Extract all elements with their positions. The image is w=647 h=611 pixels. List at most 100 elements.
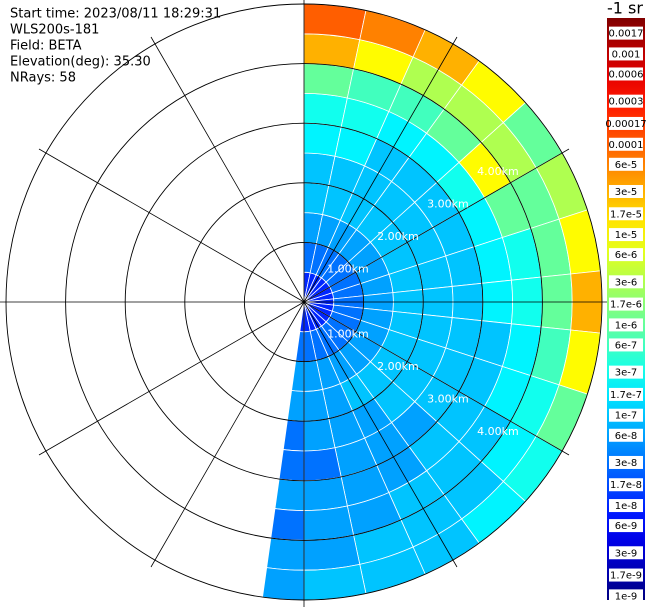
range-label: 3.00km bbox=[427, 392, 469, 405]
colorbar-label: 0.0003 bbox=[609, 97, 644, 108]
spoke bbox=[150, 301, 305, 568]
info-line: Field: BETA bbox=[10, 39, 82, 54]
colorbar-label: 1e-5 bbox=[615, 230, 638, 241]
colorbar-label: 3e-8 bbox=[615, 458, 638, 469]
colorbar-tick bbox=[609, 47, 643, 61]
colorbar-tick bbox=[609, 499, 643, 513]
range-ring bbox=[243, 241, 365, 363]
colorbar-tick bbox=[609, 184, 643, 198]
colorbar-label: 6e-8 bbox=[615, 431, 638, 442]
range-label: 1.00km bbox=[327, 263, 369, 276]
range-label: 1.00km bbox=[327, 327, 369, 340]
range-label: 3.00km bbox=[427, 198, 469, 211]
data-cell bbox=[303, 3, 367, 41]
data-cell bbox=[299, 301, 305, 333]
data-cell bbox=[303, 476, 348, 512]
data-cell bbox=[286, 390, 305, 422]
colorbar-tick bbox=[609, 94, 643, 108]
outer-ring bbox=[5, 3, 603, 601]
colorbar-tick bbox=[609, 455, 643, 469]
data-cell bbox=[303, 122, 342, 157]
data-cell bbox=[266, 537, 305, 571]
colorbar-tick bbox=[609, 228, 643, 242]
colorbar-label: 3e-6 bbox=[615, 277, 638, 288]
colorbar: -1 sr 0.0017 0.001 0.0006 0.0003 0.00017 0.000… bbox=[605, 0, 647, 603]
range-ring bbox=[184, 182, 424, 422]
colorbar-tick bbox=[609, 408, 643, 422]
data-cell bbox=[295, 331, 305, 363]
range-ring bbox=[65, 63, 543, 541]
colorbar-label: 1.7e-6 bbox=[610, 300, 642, 311]
colorbar-tick bbox=[609, 297, 643, 311]
colorbar-label: 1e-7 bbox=[615, 411, 638, 422]
colorbar-tick bbox=[609, 365, 643, 379]
spoke bbox=[38, 301, 305, 456]
colorbar-label: 1.7e-8 bbox=[610, 480, 642, 491]
colorbar-tick bbox=[609, 67, 643, 81]
colorbar-title: -1 sr bbox=[607, 0, 643, 18]
colorbar-label: 1.7e-5 bbox=[610, 209, 642, 220]
spoke bbox=[303, 301, 458, 568]
colorbar-tick bbox=[609, 318, 643, 332]
colorbar-label: 0.00017 bbox=[605, 119, 646, 130]
spoke bbox=[303, 301, 570, 456]
data-cell bbox=[303, 563, 367, 601]
colorbar-tick bbox=[609, 207, 643, 221]
range-ring bbox=[124, 122, 484, 482]
data-cell bbox=[262, 567, 305, 601]
colorbar-tick bbox=[609, 387, 643, 401]
colorbar-label: 1e-8 bbox=[615, 501, 638, 512]
range-labels: 1.00km 1.00km 2.00km 2.00km 3.00km 3.00km 4.00… bbox=[327, 165, 519, 438]
spoke bbox=[303, 148, 570, 303]
info-line: WLS200s-181 bbox=[10, 23, 99, 38]
colorbar-label: 6e-7 bbox=[615, 340, 638, 351]
colorbar-label: 6e-9 bbox=[615, 521, 638, 532]
colorbar-tick bbox=[609, 275, 643, 289]
colorbar-label: 6e-6 bbox=[615, 250, 638, 261]
colorbar-tick bbox=[609, 338, 643, 352]
colorbar-tick bbox=[609, 519, 643, 533]
info-line: Start time: 2023/08/11 18:29:31 bbox=[10, 7, 221, 22]
range-label: 2.00km bbox=[377, 230, 419, 243]
colorbar-tick bbox=[609, 137, 643, 151]
info-block: Start time: 2023/08/11 18:29:31WLS200s-1… bbox=[10, 7, 221, 86]
colorbar-label: 0.0006 bbox=[609, 69, 644, 80]
info-line: Elevation(deg): 35.30 bbox=[10, 55, 151, 70]
colorbar-tick bbox=[609, 478, 643, 492]
data-cell bbox=[282, 419, 305, 452]
data-cell bbox=[303, 92, 348, 128]
spoke bbox=[150, 36, 305, 303]
data-cell bbox=[278, 449, 305, 482]
range-label: 4.00km bbox=[477, 165, 519, 178]
range-label: 2.00km bbox=[377, 360, 419, 373]
range-label: 4.00km bbox=[477, 425, 519, 438]
colorbar-label: 1e-9 bbox=[615, 591, 638, 602]
data-cell bbox=[303, 447, 342, 482]
colorbar-label: 1.7e-9 bbox=[610, 571, 642, 582]
colorbar-label: 3e-7 bbox=[615, 368, 638, 379]
colorbar-tick bbox=[609, 26, 643, 40]
colorbar-tick bbox=[609, 248, 643, 262]
colorbar-label: 3e-5 bbox=[615, 187, 638, 198]
spoke bbox=[303, 36, 458, 303]
colorbar-label: 0.0017 bbox=[609, 29, 644, 40]
colorbar-label: 1e-6 bbox=[615, 320, 638, 331]
data-cell bbox=[303, 63, 355, 99]
colorbar-label: 3e-9 bbox=[615, 548, 638, 559]
colorbar-tick bbox=[609, 428, 643, 442]
info-line: NRays: 58 bbox=[10, 71, 76, 86]
data-cell bbox=[303, 505, 355, 541]
colorbar-label: 0.001 bbox=[612, 49, 641, 60]
colorbar-label: 6e-5 bbox=[615, 160, 638, 171]
spoke bbox=[38, 148, 305, 303]
colorbar-tick bbox=[609, 546, 643, 560]
colorbar-label: 0.0001 bbox=[609, 140, 644, 151]
colorbar-label: 1.7e-7 bbox=[610, 390, 642, 401]
data-cell bbox=[270, 508, 305, 541]
data-cell bbox=[274, 478, 305, 512]
colorbar-tick bbox=[609, 116, 643, 130]
colorbar-tick bbox=[609, 568, 643, 582]
colorbar-tick bbox=[609, 589, 643, 603]
data-cell bbox=[291, 360, 305, 392]
